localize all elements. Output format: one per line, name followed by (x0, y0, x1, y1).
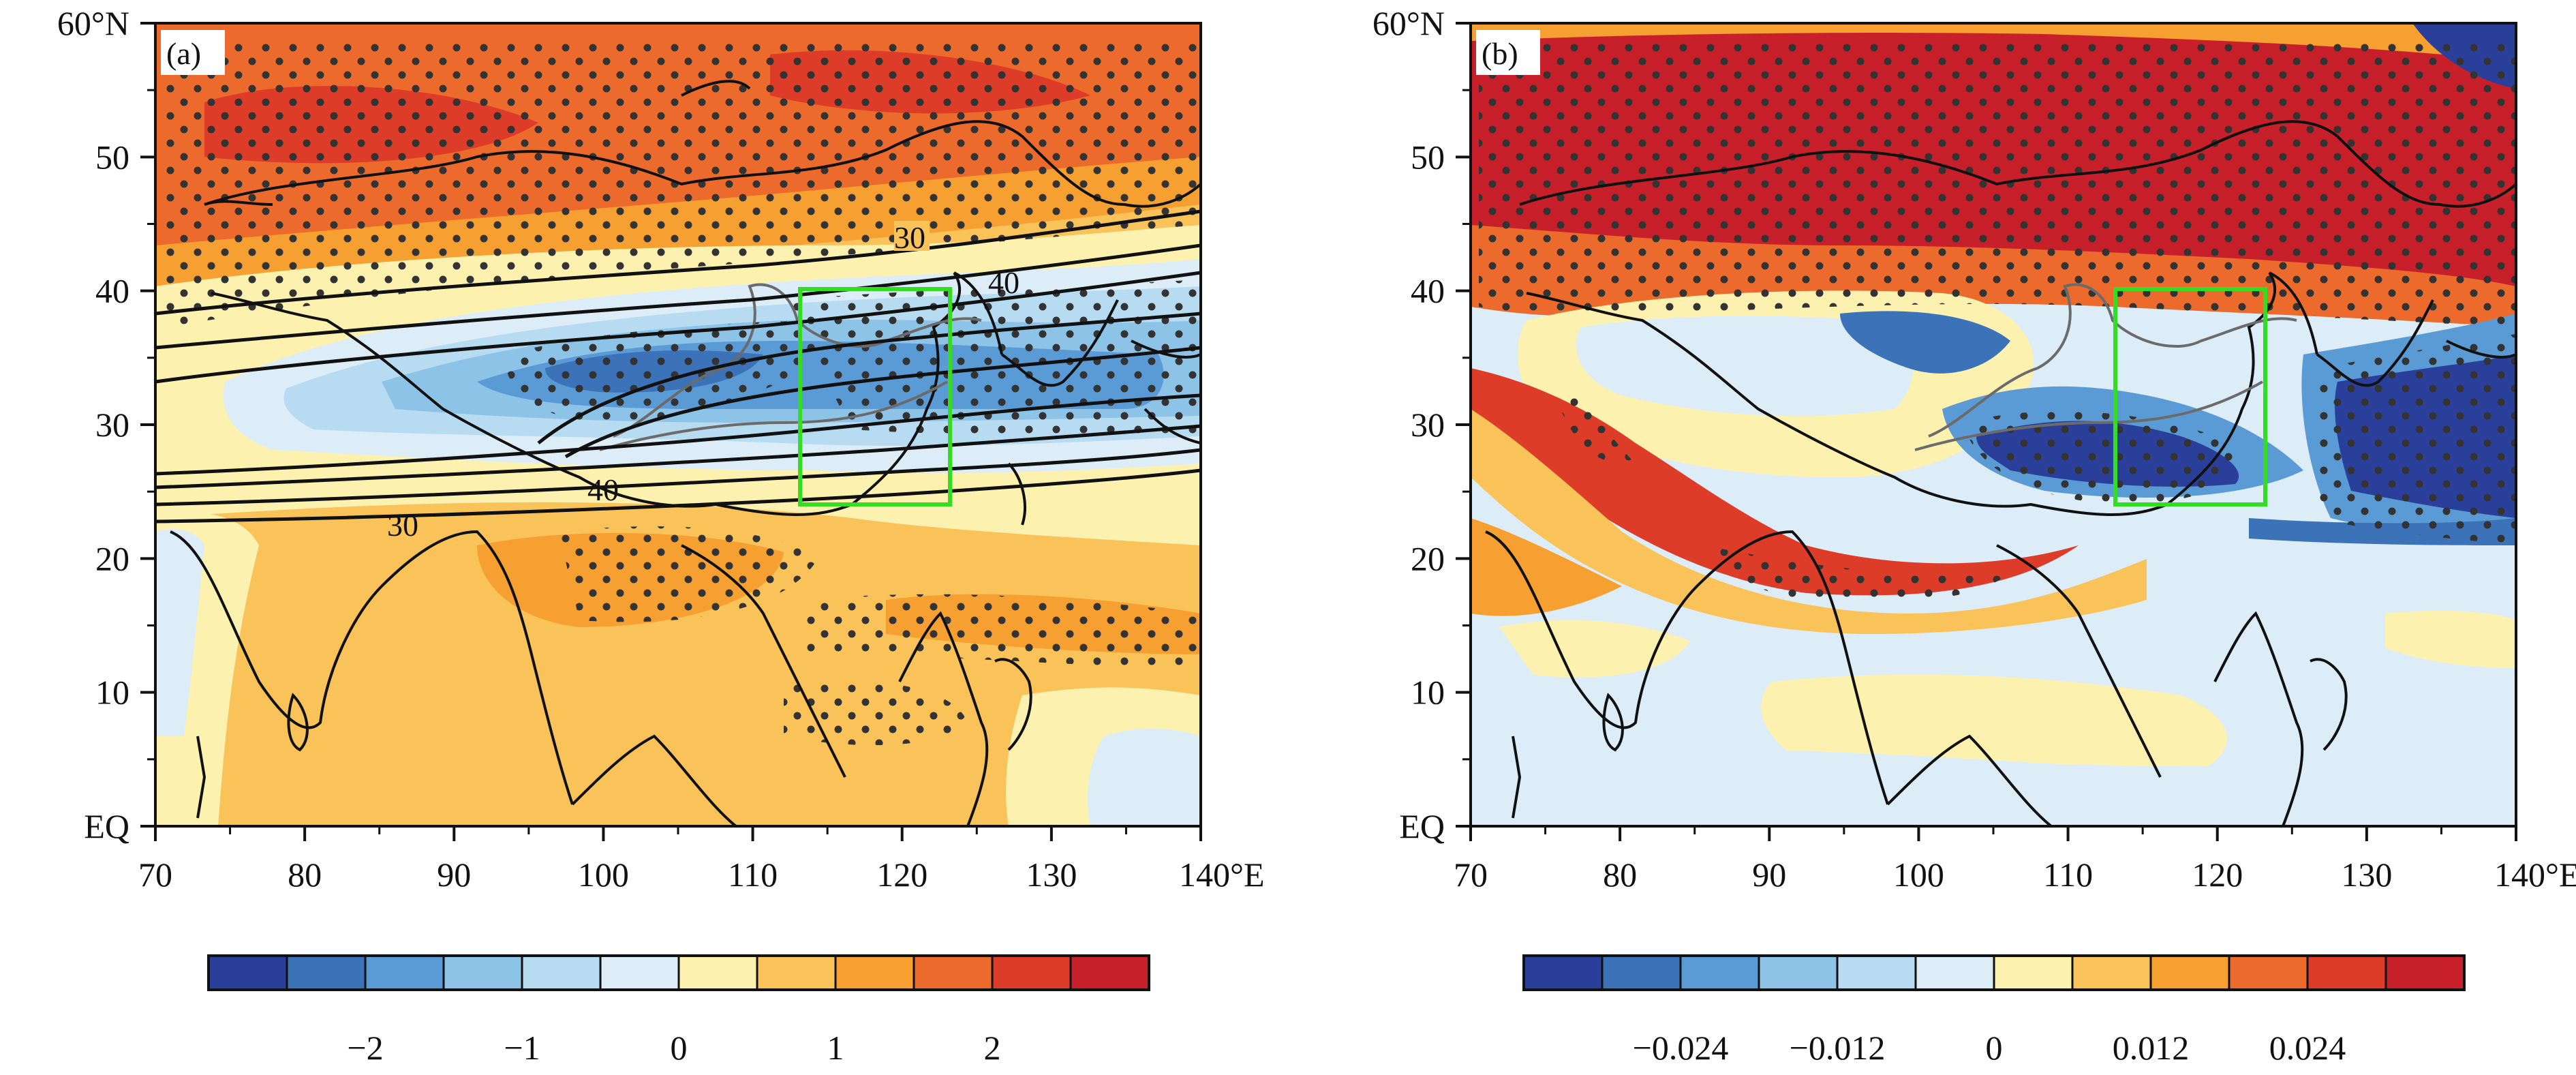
panel-a-axes: 70 80 90 100 110 120 130 140°E EQ 10 20 30 40 50 60°N (57, 4, 1265, 894)
colorbar-swatch (1993, 954, 2074, 991)
x-tick-label: 100 (578, 856, 629, 894)
colorbar-swatch (2306, 954, 2387, 991)
panel-a-coastlines (170, 80, 1201, 826)
colorbar-swatch (2071, 954, 2152, 991)
panel-b-rivers (1914, 283, 2297, 451)
x-tick-label: 70 (138, 856, 172, 894)
y-tick-label: 20 (95, 539, 129, 577)
x-tick-label: 140°E (2494, 856, 2576, 894)
colorbar-swatch (2149, 954, 2230, 991)
y-tick-label: 10 (1411, 673, 1445, 712)
colorbar-swatch (599, 954, 680, 991)
panel-a-field: 30 40 40 30 (155, 23, 1201, 826)
colorbar-swatch (1679, 954, 1760, 991)
colorbar-label: −0.012 (1790, 1029, 1886, 1067)
y-tick-label: 10 (95, 673, 129, 712)
panel-b-coastlines (1485, 120, 2516, 826)
colorbar-b: −0.024 −0.012 0 0.012 0.024 (1522, 954, 2466, 1067)
colorbar-swatch (834, 954, 915, 991)
colorbar-swatch (1601, 954, 1682, 991)
panel-b: (b) 70 80 90 100 110 120 130 140°E EQ 10 20 30 40 50 6… (1373, 4, 2576, 894)
panel-b-region-box (2113, 287, 2267, 506)
x-tick-label: 80 (1603, 856, 1637, 894)
panel-b-tag: (b) (1482, 36, 1518, 71)
colorbar-label: 0 (671, 1029, 688, 1067)
colorbar-swatch (1522, 954, 1604, 991)
y-tick-label: 50 (1411, 138, 1445, 176)
y-tick-label: 20 (1411, 539, 1445, 577)
y-tick-label: 40 (1411, 272, 1445, 310)
colorbar-swatch (2228, 954, 2309, 991)
colorbar-label: −2 (347, 1029, 383, 1067)
x-tick-label: 90 (1752, 856, 1786, 894)
panel-b-axes: 70 80 90 100 110 120 130 140°E EQ 10 20 30 40 50 60°N (1373, 4, 2576, 894)
x-tick-label: 130 (1026, 856, 1077, 894)
colorbar-swatch (442, 954, 523, 991)
y-tick-label: EQ (1399, 807, 1445, 845)
panel-a-tag: (a) (166, 36, 201, 71)
x-tick-label: 70 (1454, 856, 1488, 894)
x-tick-label: 90 (437, 856, 471, 894)
panel-b-field (1471, 23, 2516, 826)
colorbar-frame (207, 954, 1150, 991)
colorbar-label: 0.024 (2269, 1029, 2346, 1067)
y-tick-label: 40 (95, 272, 129, 310)
panel-a-tag-bg (161, 30, 225, 75)
panel-b-tag-bg (1476, 30, 1540, 75)
colorbar-swatch (286, 954, 367, 991)
colorbar-swatch (913, 954, 994, 991)
x-tick-label: 140°E (1179, 856, 1265, 894)
panel-a-rivers (599, 283, 982, 451)
y-tick-label: 60°N (57, 4, 129, 42)
y-tick-label: 60°N (1373, 4, 1445, 42)
x-tick-label: 120 (876, 856, 927, 894)
colorbar-label: −1 (504, 1029, 540, 1067)
y-tick-label: 50 (95, 138, 129, 176)
colorbar-label: 0 (1986, 1029, 2003, 1067)
colorbar-swatch (2385, 954, 2466, 991)
colorbar-swatch (364, 954, 445, 991)
panel-a-contour-label-bg-1 (894, 221, 930, 251)
colorbar-swatch (1758, 954, 1839, 991)
x-tick-label: 80 (288, 856, 322, 894)
panel-a-region-box (798, 287, 952, 506)
y-tick-label: EQ (84, 807, 129, 845)
colorbar-swatch (1836, 954, 1917, 991)
colorbar-swatch (991, 954, 1072, 991)
colorbar-label: −0.024 (1633, 1029, 1729, 1067)
y-tick-label: 30 (95, 406, 129, 444)
colorbar-label: 0.012 (2113, 1029, 2190, 1067)
colorbar-label: 1 (827, 1029, 844, 1067)
x-tick-label: 130 (2341, 856, 2392, 894)
colorbar-swatch (756, 954, 837, 991)
panel-a: 30 40 40 30 (a) 70 80 90 100 110 120 130 140°E E… (57, 4, 1265, 894)
x-tick-label: 100 (1893, 856, 1944, 894)
x-tick-label: 120 (2192, 856, 2243, 894)
colorbar-swatch (207, 954, 288, 991)
x-tick-label: 110 (2043, 856, 2093, 894)
y-tick-label: 30 (1411, 406, 1445, 444)
panel-a-contour-label-2: 40 (988, 265, 1019, 300)
colorbar-a: −2 −1 0 1 2 (207, 954, 1150, 1067)
colorbar-swatch (521, 954, 602, 991)
colorbar-swatch (1069, 954, 1150, 991)
colorbar-label: 2 (984, 1029, 1001, 1067)
colorbar-swatch (1914, 954, 1995, 991)
panel-a-contour-label-1: 30 (894, 220, 925, 255)
colorbar-frame (1522, 954, 2466, 991)
panel-a-contour-label-3: 40 (587, 472, 619, 507)
colorbar-swatch (677, 954, 758, 991)
panel-a-contour-label-4: 30 (387, 508, 418, 543)
x-tick-label: 110 (728, 856, 778, 894)
